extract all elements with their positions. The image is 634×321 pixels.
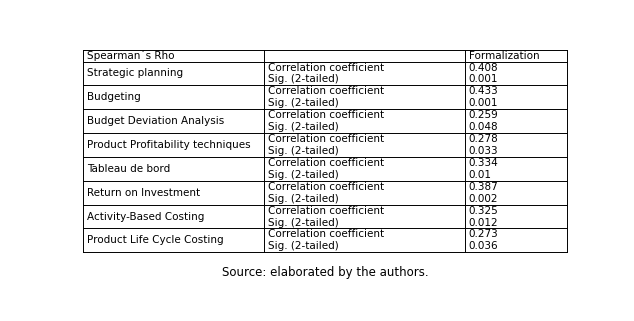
Text: 0.012: 0.012 (469, 218, 498, 228)
Text: Correlation coefficient: Correlation coefficient (268, 158, 384, 168)
Text: Sig. (2-tailed): Sig. (2-tailed) (268, 194, 339, 204)
Text: Correlation coefficient: Correlation coefficient (268, 205, 384, 216)
Text: Activity-Based Costing: Activity-Based Costing (87, 212, 204, 221)
Text: 0.001: 0.001 (469, 98, 498, 108)
Text: Correlation coefficient: Correlation coefficient (268, 110, 384, 120)
Text: 0.033: 0.033 (469, 146, 498, 156)
Text: 0.259: 0.259 (469, 110, 498, 120)
Text: Correlation coefficient: Correlation coefficient (268, 86, 384, 96)
Text: 0.334: 0.334 (469, 158, 498, 168)
Text: Correlation coefficient: Correlation coefficient (268, 182, 384, 192)
Text: 0.408: 0.408 (469, 63, 498, 73)
Text: Return on Investment: Return on Investment (87, 188, 200, 198)
Text: Spearman´s Rho: Spearman´s Rho (87, 50, 174, 61)
Text: Sig. (2-tailed): Sig. (2-tailed) (268, 241, 339, 251)
Text: Sig. (2-tailed): Sig. (2-tailed) (268, 74, 339, 84)
Text: 0.048: 0.048 (469, 122, 498, 132)
Text: Tableau de bord: Tableau de bord (87, 164, 170, 174)
Text: 0.278: 0.278 (469, 134, 498, 144)
Text: 0.433: 0.433 (469, 86, 498, 96)
Text: 0.273: 0.273 (469, 230, 498, 239)
Text: Product Profitability techniques: Product Profitability techniques (87, 140, 250, 150)
Text: Sig. (2-tailed): Sig. (2-tailed) (268, 170, 339, 180)
Text: Strategic planning: Strategic planning (87, 68, 183, 79)
Text: 0.036: 0.036 (469, 241, 498, 251)
Text: 0.325: 0.325 (469, 205, 498, 216)
Text: Budgeting: Budgeting (87, 92, 140, 102)
Text: Correlation coefficient: Correlation coefficient (268, 230, 384, 239)
Text: Correlation coefficient: Correlation coefficient (268, 134, 384, 144)
Text: Correlation coefficient: Correlation coefficient (268, 63, 384, 73)
Text: Formalization: Formalization (469, 51, 539, 61)
Text: Sig. (2-tailed): Sig. (2-tailed) (268, 122, 339, 132)
Text: 0.387: 0.387 (469, 182, 498, 192)
Text: Budget Deviation Analysis: Budget Deviation Analysis (87, 116, 224, 126)
Text: 0.001: 0.001 (469, 74, 498, 84)
Text: Sig. (2-tailed): Sig. (2-tailed) (268, 146, 339, 156)
Text: Source: elaborated by the authors.: Source: elaborated by the authors. (222, 265, 428, 279)
Text: 0.002: 0.002 (469, 194, 498, 204)
Text: Product Life Cycle Costing: Product Life Cycle Costing (87, 235, 223, 245)
Text: Sig. (2-tailed): Sig. (2-tailed) (268, 98, 339, 108)
Text: 0.01: 0.01 (469, 170, 491, 180)
Text: Sig. (2-tailed): Sig. (2-tailed) (268, 218, 339, 228)
